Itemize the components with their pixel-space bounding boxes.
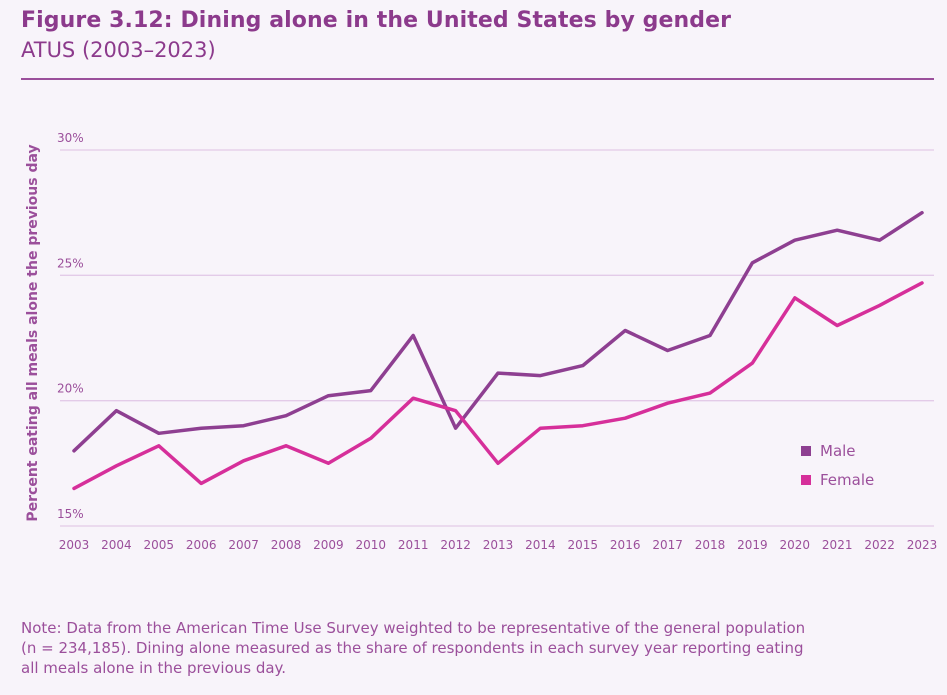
x-tick-label: 2018 [695,538,726,552]
series-line-male [72,210,924,453]
series-lines [72,210,924,491]
chart-title: Figure 3.12: Dining alone in the United … [21,8,732,33]
x-tick-label: 2010 [356,538,387,552]
x-tick-label: 2020 [780,538,811,552]
legend-swatch-male [801,446,811,456]
x-tick-label: 2019 [737,538,768,552]
legend: Male Female [801,442,874,489]
legend-swatch-female [801,475,811,485]
x-tick-label: 2006 [186,538,217,552]
header-divider [21,78,934,80]
y-tick-label: 20% [57,382,84,396]
x-tick-label: 2011 [398,538,429,552]
x-tick-label: 2007 [228,538,259,552]
y-axis-label: Percent eating all meals alone the previ… [25,144,41,521]
x-tick-label: 2004 [101,538,132,552]
footnote-line: all meals alone in the previous day. [21,659,287,677]
y-axis-ticks: 15% 20% 25% 30% [57,131,84,521]
line-chart: 15%20%25%30% 2003 2004 2005 2006 2007 2008 200… [25,131,938,552]
x-tick-label: 2005 [144,538,175,552]
x-axis-ticks: 2003 2004 2005 2006 2007 2008 2009 2010 2011 2012… [59,538,938,552]
x-tick-label: 2013 [483,538,514,552]
footnote-line: (n = 234,185). Dining alone measured as … [21,639,804,657]
footnote: Note: Data from the American Time Use Su… [21,618,921,678]
chart-subtitle: ATUS (2003–2023) [21,38,216,62]
x-tick-label: 2016 [610,538,641,552]
x-tick-label: 2009 [313,538,344,552]
series-line-female [72,281,924,491]
x-tick-label: 2008 [271,538,302,552]
x-tick-label: 2012 [440,538,471,552]
x-tick-label: 2023 [907,538,938,552]
x-tick-label: 2017 [652,538,683,552]
x-tick-label: 2015 [568,538,599,552]
x-tick-label: 2014 [525,538,556,552]
y-tick-label: 25% [57,256,84,270]
x-tick-label: 2021 [822,538,853,552]
gridlines [60,149,934,527]
x-tick-label: 2022 [864,538,895,552]
footnote-line: Note: Data from the American Time Use Su… [21,619,806,637]
y-tick-label: 15% [57,507,84,521]
y-tick-label: 30% [57,131,84,145]
legend-label-male: Male [820,442,856,460]
x-tick-label: 2003 [59,538,90,552]
legend-label-female: Female [820,471,874,489]
